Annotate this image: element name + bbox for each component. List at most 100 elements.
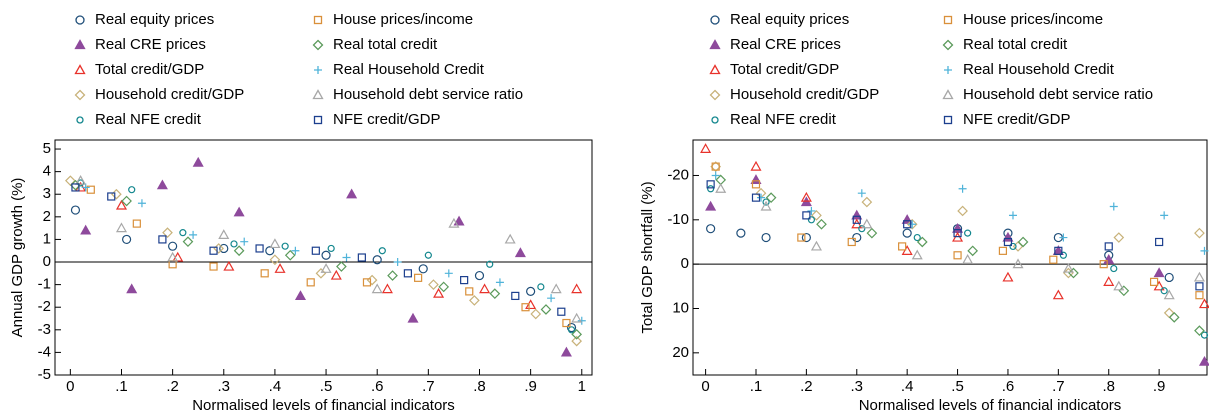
x-tick-label: .2 bbox=[166, 378, 179, 395]
point bbox=[315, 267, 327, 279]
point bbox=[916, 236, 928, 248]
point bbox=[321, 250, 331, 260]
point bbox=[366, 274, 378, 286]
x-tick-label: .7 bbox=[422, 378, 435, 395]
y-tick-label: 0 bbox=[681, 255, 689, 272]
legend-marker bbox=[944, 66, 952, 74]
point bbox=[577, 316, 586, 325]
point bbox=[168, 241, 178, 251]
point bbox=[852, 215, 861, 224]
point bbox=[1195, 291, 1204, 300]
legend-marker bbox=[74, 39, 86, 50]
point bbox=[958, 184, 967, 193]
point bbox=[1163, 289, 1175, 300]
point bbox=[336, 261, 347, 272]
y-tick-label: 4 bbox=[43, 163, 51, 180]
point bbox=[861, 218, 873, 229]
point bbox=[751, 180, 761, 189]
x-tick-label: .7 bbox=[1052, 378, 1065, 395]
point bbox=[906, 218, 918, 230]
point bbox=[902, 228, 912, 238]
point bbox=[1104, 242, 1113, 251]
point bbox=[128, 186, 136, 194]
point bbox=[1153, 267, 1165, 278]
x-tick-label: .5 bbox=[320, 378, 333, 395]
legend-label: Total credit/GDP bbox=[730, 61, 839, 78]
y-tick-label: -4 bbox=[38, 343, 51, 360]
legend-marker bbox=[942, 39, 954, 51]
point bbox=[1049, 255, 1058, 264]
point bbox=[81, 183, 90, 192]
point bbox=[530, 308, 542, 320]
point bbox=[1059, 251, 1067, 259]
point bbox=[1163, 307, 1175, 319]
legend-marker bbox=[710, 15, 720, 25]
legend-label: Real CRE prices bbox=[730, 36, 841, 53]
point bbox=[274, 263, 286, 273]
point bbox=[182, 236, 194, 248]
x-tick-label: .1 bbox=[115, 378, 128, 395]
point bbox=[550, 283, 562, 294]
point bbox=[964, 229, 972, 237]
legend-marker bbox=[942, 89, 954, 100]
point bbox=[223, 260, 235, 271]
x-tick-label: .8 bbox=[473, 378, 486, 395]
y-tick-label: 2 bbox=[43, 208, 51, 225]
point bbox=[962, 253, 974, 264]
point bbox=[121, 234, 132, 245]
x-tick-label: .1 bbox=[750, 378, 763, 395]
x-tick-label: .9 bbox=[524, 378, 537, 395]
point bbox=[1109, 202, 1118, 211]
point bbox=[291, 246, 300, 255]
legend-marker bbox=[74, 89, 86, 101]
legend-label: Real equity prices bbox=[730, 11, 849, 28]
point bbox=[71, 183, 80, 192]
point bbox=[711, 171, 720, 180]
point bbox=[448, 217, 460, 228]
point bbox=[137, 199, 146, 208]
point bbox=[847, 237, 856, 247]
point bbox=[1198, 355, 1209, 366]
point bbox=[736, 228, 746, 238]
point bbox=[330, 269, 342, 280]
point bbox=[1198, 298, 1209, 309]
point bbox=[495, 278, 504, 287]
point bbox=[857, 189, 866, 198]
legend-marker bbox=[313, 15, 323, 25]
point bbox=[179, 229, 187, 237]
point bbox=[111, 188, 122, 200]
point bbox=[132, 219, 141, 228]
x-tick-label: .5 bbox=[951, 378, 964, 395]
point bbox=[1059, 233, 1068, 242]
point bbox=[504, 233, 516, 244]
point bbox=[1195, 282, 1204, 291]
point bbox=[115, 199, 128, 210]
y-tick-label: 3 bbox=[43, 185, 51, 202]
y-tick-label: -10 bbox=[667, 211, 689, 228]
point bbox=[342, 253, 351, 262]
point bbox=[898, 242, 907, 251]
y-tick-label: 20 bbox=[672, 344, 689, 361]
legend-label: Real total credit bbox=[333, 36, 438, 53]
point bbox=[525, 299, 537, 310]
y-tick-label: -3 bbox=[38, 321, 51, 338]
point bbox=[1160, 287, 1168, 295]
legend-marker bbox=[711, 116, 719, 124]
y-axis-label: Total GDP shortfall (%) bbox=[639, 181, 656, 333]
point bbox=[953, 251, 962, 260]
point bbox=[700, 143, 712, 153]
point bbox=[858, 225, 866, 233]
point bbox=[957, 205, 968, 217]
legend-marker bbox=[75, 15, 85, 25]
point bbox=[1200, 246, 1209, 255]
point bbox=[260, 269, 269, 278]
legend-marker bbox=[76, 116, 84, 124]
point bbox=[465, 287, 474, 296]
legend-label: Real Household Credit bbox=[963, 61, 1115, 78]
legend-label: House prices/income bbox=[963, 11, 1103, 28]
legend-marker bbox=[312, 39, 324, 51]
point bbox=[233, 245, 245, 257]
y-tick-label: 0 bbox=[43, 253, 51, 270]
point bbox=[861, 196, 873, 208]
point bbox=[540, 304, 552, 315]
